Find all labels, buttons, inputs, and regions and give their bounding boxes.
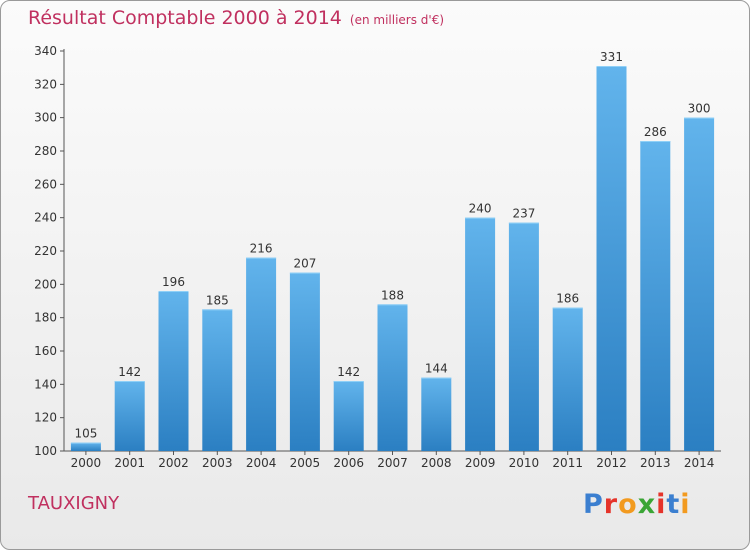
bar [552, 307, 583, 451]
x-tick-label: 2013 [640, 456, 671, 470]
bar-value-label: 207 [293, 257, 316, 271]
bar [114, 381, 145, 451]
y-tick-label: 320 [34, 77, 57, 91]
bar [70, 442, 101, 451]
bars: 105 142 196 185 216 207 142 188 144 240 237 186 331 2… [70, 50, 715, 452]
bar [377, 304, 408, 451]
x-tick-label: 2004 [246, 456, 277, 470]
y-tick-label: 120 [34, 411, 57, 425]
x-tick-label: 2005 [290, 456, 321, 470]
bar-value-label: 144 [425, 362, 448, 376]
chart-title: Résultat Comptable 2000 à 2014 (en millie… [28, 7, 444, 29]
x-axis: 2000 2001 2002 2003 2004 2005 2006 2007 2008 2009… [64, 450, 721, 470]
commune-name: TAUXIGNY [28, 493, 120, 514]
y-tick-label: 140 [34, 377, 57, 391]
x-tick-label: 2010 [509, 456, 540, 470]
logo-letter: o [618, 489, 638, 520]
bar [246, 257, 277, 451]
logo-letter: i [656, 489, 667, 520]
bar [508, 222, 539, 451]
y-tick-label: 280 [34, 144, 57, 158]
bar [289, 272, 320, 451]
bar-value-label: 331 [600, 50, 623, 64]
bar [421, 377, 452, 451]
x-tick-label: 2000 [71, 456, 102, 470]
bar [465, 217, 496, 451]
y-axis: 100 120 140 160 180 200 220 240 260 280 300 320 340 [34, 44, 65, 458]
x-tick-label: 2003 [202, 456, 233, 470]
y-tick-label: 220 [34, 244, 57, 258]
bar-value-label: 237 [512, 207, 535, 221]
y-tick-label: 100 [34, 444, 57, 458]
bar [333, 381, 364, 451]
bar-value-label: 188 [381, 288, 404, 302]
y-tick-label: 260 [34, 177, 57, 191]
x-tick-label: 2001 [114, 456, 145, 470]
bar-value-label: 185 [206, 293, 229, 307]
bar [684, 117, 715, 452]
y-tick-label: 200 [34, 277, 57, 291]
x-tick-label: 2009 [465, 456, 496, 470]
bar [158, 291, 189, 451]
bar-value-label: 216 [250, 242, 273, 256]
y-tick-label: 160 [34, 344, 57, 358]
bar [202, 309, 233, 451]
title-text: Résultat Comptable 2000 à 2014 [28, 7, 342, 29]
bar-value-label: 186 [556, 292, 579, 306]
bar-value-label: 300 [688, 102, 711, 116]
y-tick-label: 300 [34, 111, 57, 125]
y-tick-label: 340 [34, 44, 57, 58]
bar [640, 141, 671, 451]
bar [596, 66, 627, 451]
x-tick-label: 2002 [158, 456, 189, 470]
bar-value-label: 286 [644, 125, 667, 139]
x-tick-label: 2006 [333, 456, 364, 470]
logo-letter: P [583, 489, 604, 520]
y-tick-label: 240 [34, 211, 57, 225]
y-tick-label: 180 [34, 311, 57, 325]
logo-letter: t [666, 489, 681, 520]
bar-value-label: 105 [74, 427, 97, 441]
x-tick-label: 2007 [377, 456, 408, 470]
bar-value-label: 240 [469, 202, 492, 216]
bar-value-label: 142 [118, 365, 141, 379]
bar-value-label: 196 [162, 275, 185, 289]
x-tick-label: 2008 [421, 456, 452, 470]
x-tick-label: 2012 [596, 456, 627, 470]
unit-note: (en milliers d'€) [349, 13, 445, 27]
x-tick-label: 2011 [552, 456, 583, 470]
bar-value-label: 142 [337, 365, 360, 379]
x-tick-label: 2014 [684, 456, 715, 470]
logo-letter: i [680, 489, 691, 520]
logo-letter: r [603, 489, 619, 520]
proxiti-logo: Proxiti [583, 489, 691, 520]
logo-letter: x [637, 489, 657, 520]
